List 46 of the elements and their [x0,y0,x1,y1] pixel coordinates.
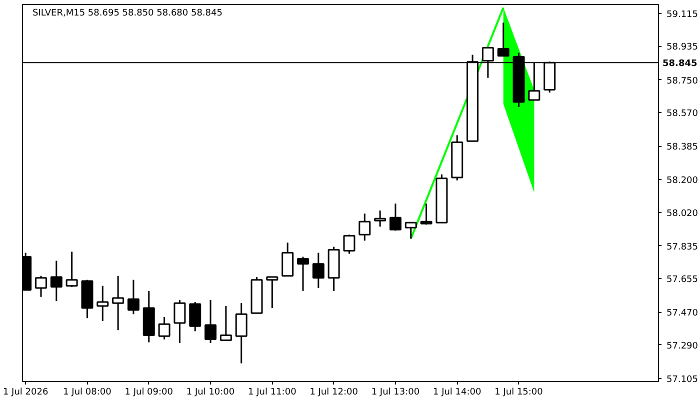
candlestick [174,299,186,344]
candlestick [204,299,217,344]
candlestick [220,305,232,342]
candlestick [282,242,294,277]
x-tick-label: 1 Jul 14:00 [432,388,482,398]
y-tick-label: 57.470 [666,308,698,319]
x-tick-label: 1 Jul 13:00 [371,388,420,398]
candlestick [235,302,248,364]
candlestick [312,252,324,289]
y-tick-label: 58.020 [666,208,698,219]
y-tick-label: 57.290 [666,341,698,352]
candlestick [343,234,356,254]
y-tick-label: 58.750 [666,76,698,86]
x-tick-label: 1 Jul 11:00 [248,388,297,398]
candlestick [96,285,109,322]
candlestick [112,275,124,331]
candlestick [497,22,510,57]
y-tick-label: 58.935 [666,42,698,53]
x-tick-label: 1 Jul 2026 [2,388,48,398]
candlestick [158,316,170,340]
x-tick-label: 1 Jul 10:00 [186,388,235,398]
chart-title: SILVER,M15 58.695 58.850 58.680 58.845 [32,8,222,18]
candlestick [35,275,47,298]
y-tick-label: 57.655 [666,275,698,286]
candlestick [374,210,386,228]
candlestick [358,212,371,242]
y-tick-label: 57.835 [666,242,698,252]
candlestick [404,222,417,240]
y-tick-label: 58.200 [666,176,698,186]
candlestick [266,276,278,309]
candlestick [389,202,402,232]
x-tick-label: 1 Jul 15:00 [494,388,544,398]
candlestick [189,301,202,332]
x-tick-label: 1 Jul 12:00 [310,388,358,398]
y-tick-label: 59.115 [666,10,698,20]
candlestick [420,202,432,226]
y-tick-label: 57.105 [666,374,698,385]
y-tick-label: 58.570 [666,109,698,119]
x-tick-label: 1 Jul 09:00 [124,388,174,398]
candlestick [297,256,309,292]
candlestick [50,260,62,302]
candlestick [66,250,78,288]
ref-line-label: 58.845 [662,59,698,70]
x-tick-label: 1 Jul 08:00 [63,388,112,398]
y-tick-label: 58.385 [666,142,698,153]
candlestick [127,279,140,315]
